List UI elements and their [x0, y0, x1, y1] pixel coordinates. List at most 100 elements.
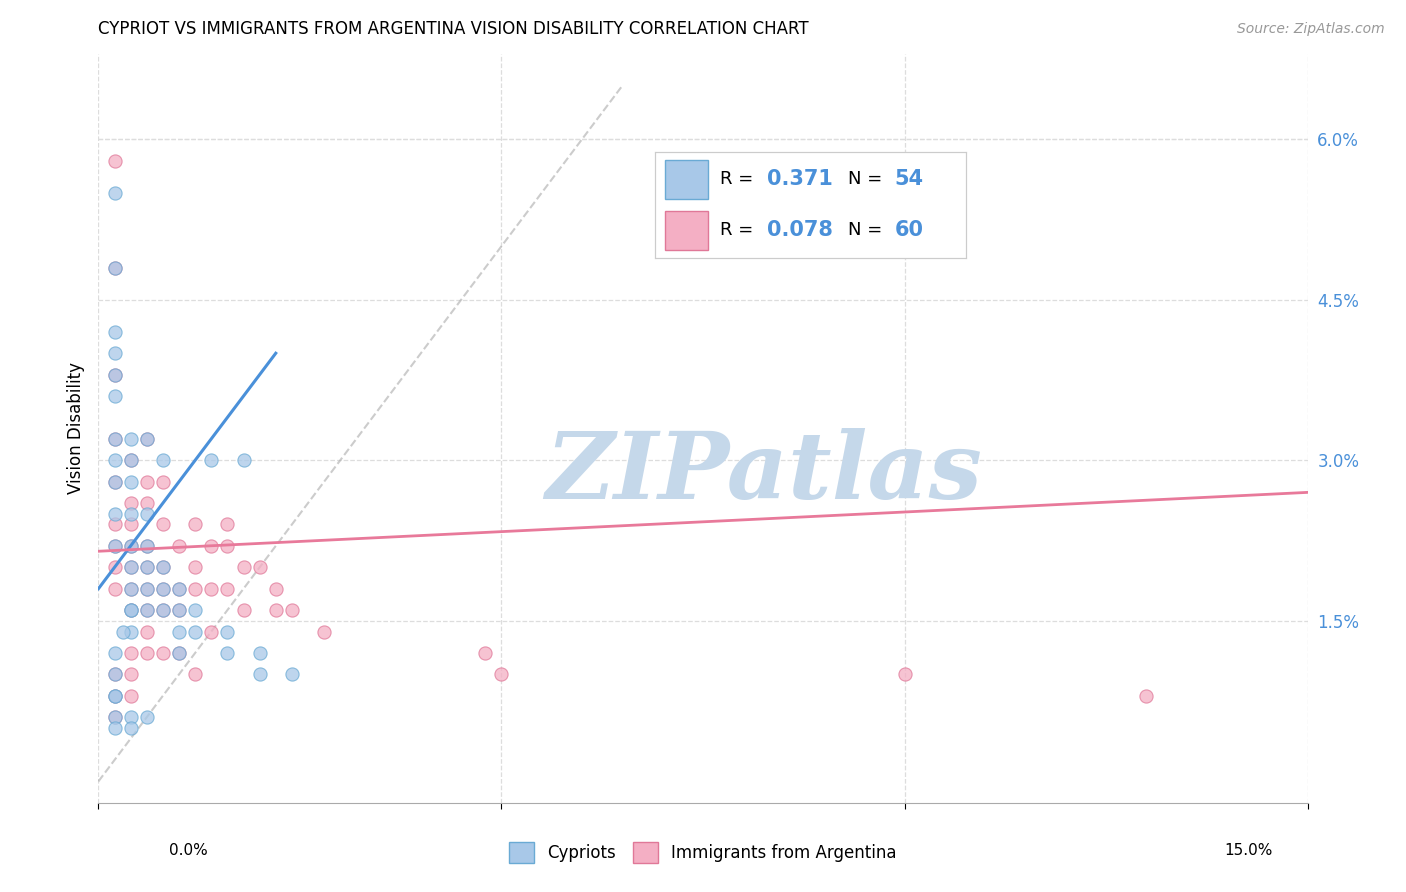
Point [135, 560, 157, 574]
Point [103, 453, 125, 467]
Point [217, 624, 239, 639]
Point [120, 582, 142, 596]
Text: 54: 54 [894, 169, 924, 189]
Text: R =: R = [720, 221, 759, 239]
Point [152, 560, 174, 574]
Point [893, 667, 915, 681]
Point [135, 582, 157, 596]
Point [152, 582, 174, 596]
Point [249, 560, 271, 574]
Point [120, 507, 142, 521]
Point [103, 260, 125, 275]
Point [103, 432, 125, 446]
Point [120, 539, 142, 553]
Point [184, 582, 207, 596]
Y-axis label: Vision Disability: Vision Disability [66, 362, 84, 494]
Point [120, 560, 142, 574]
Point [152, 560, 174, 574]
Point [232, 603, 254, 617]
Point [135, 603, 157, 617]
Point [264, 582, 287, 596]
Point [281, 603, 304, 617]
Point [120, 603, 142, 617]
Text: 0.371: 0.371 [768, 169, 832, 189]
Point [167, 539, 190, 553]
Point [120, 475, 142, 489]
Point [120, 667, 142, 681]
Point [120, 603, 142, 617]
Point [135, 507, 157, 521]
Point [120, 539, 142, 553]
Point [103, 368, 125, 382]
Point [217, 646, 239, 660]
Point [184, 624, 207, 639]
Point [135, 582, 157, 596]
FancyBboxPatch shape [665, 161, 709, 199]
Point [103, 260, 125, 275]
Point [249, 646, 271, 660]
Point [103, 432, 125, 446]
Point [232, 453, 254, 467]
Point [103, 389, 125, 403]
Point [152, 517, 174, 532]
Point [103, 710, 125, 724]
Point [120, 560, 142, 574]
Point [184, 560, 207, 574]
Point [167, 603, 190, 617]
Point [167, 624, 190, 639]
Point [120, 432, 142, 446]
Point [135, 710, 157, 724]
Point [152, 603, 174, 617]
Point [103, 689, 125, 703]
Point [200, 453, 222, 467]
Point [264, 603, 287, 617]
Point [103, 582, 125, 596]
Point [167, 582, 190, 596]
Text: N =: N = [848, 221, 887, 239]
Point [314, 624, 336, 639]
Text: N =: N = [848, 170, 887, 188]
Point [120, 710, 142, 724]
Point [135, 539, 157, 553]
Point [120, 624, 142, 639]
Point [120, 689, 142, 703]
Point [103, 689, 125, 703]
Text: Source: ZipAtlas.com: Source: ZipAtlas.com [1237, 22, 1385, 37]
Text: 0.078: 0.078 [768, 220, 832, 241]
Point [152, 582, 174, 596]
Point [103, 517, 125, 532]
Point [152, 646, 174, 660]
Point [217, 539, 239, 553]
Point [103, 325, 125, 339]
Point [491, 667, 513, 681]
Point [135, 539, 157, 553]
Text: 15.0%: 15.0% [1225, 843, 1272, 858]
Point [152, 475, 174, 489]
Point [135, 432, 157, 446]
Point [103, 689, 125, 703]
Point [200, 624, 222, 639]
Point [167, 582, 190, 596]
Point [167, 603, 190, 617]
FancyBboxPatch shape [665, 211, 709, 250]
Point [103, 667, 125, 681]
Point [120, 453, 142, 467]
Point [135, 496, 157, 510]
Point [120, 646, 142, 660]
Point [184, 603, 207, 617]
Point [103, 721, 125, 735]
Point [120, 582, 142, 596]
Point [103, 539, 125, 553]
Point [103, 186, 125, 200]
Point [103, 475, 125, 489]
Point [103, 539, 125, 553]
Legend: Cypriots, Immigrants from Argentina: Cypriots, Immigrants from Argentina [502, 836, 904, 870]
Point [111, 624, 134, 639]
Point [1135, 689, 1157, 703]
Point [184, 517, 207, 532]
Text: 60: 60 [894, 220, 924, 241]
Point [135, 624, 157, 639]
Point [135, 560, 157, 574]
Point [103, 346, 125, 360]
Point [120, 496, 142, 510]
